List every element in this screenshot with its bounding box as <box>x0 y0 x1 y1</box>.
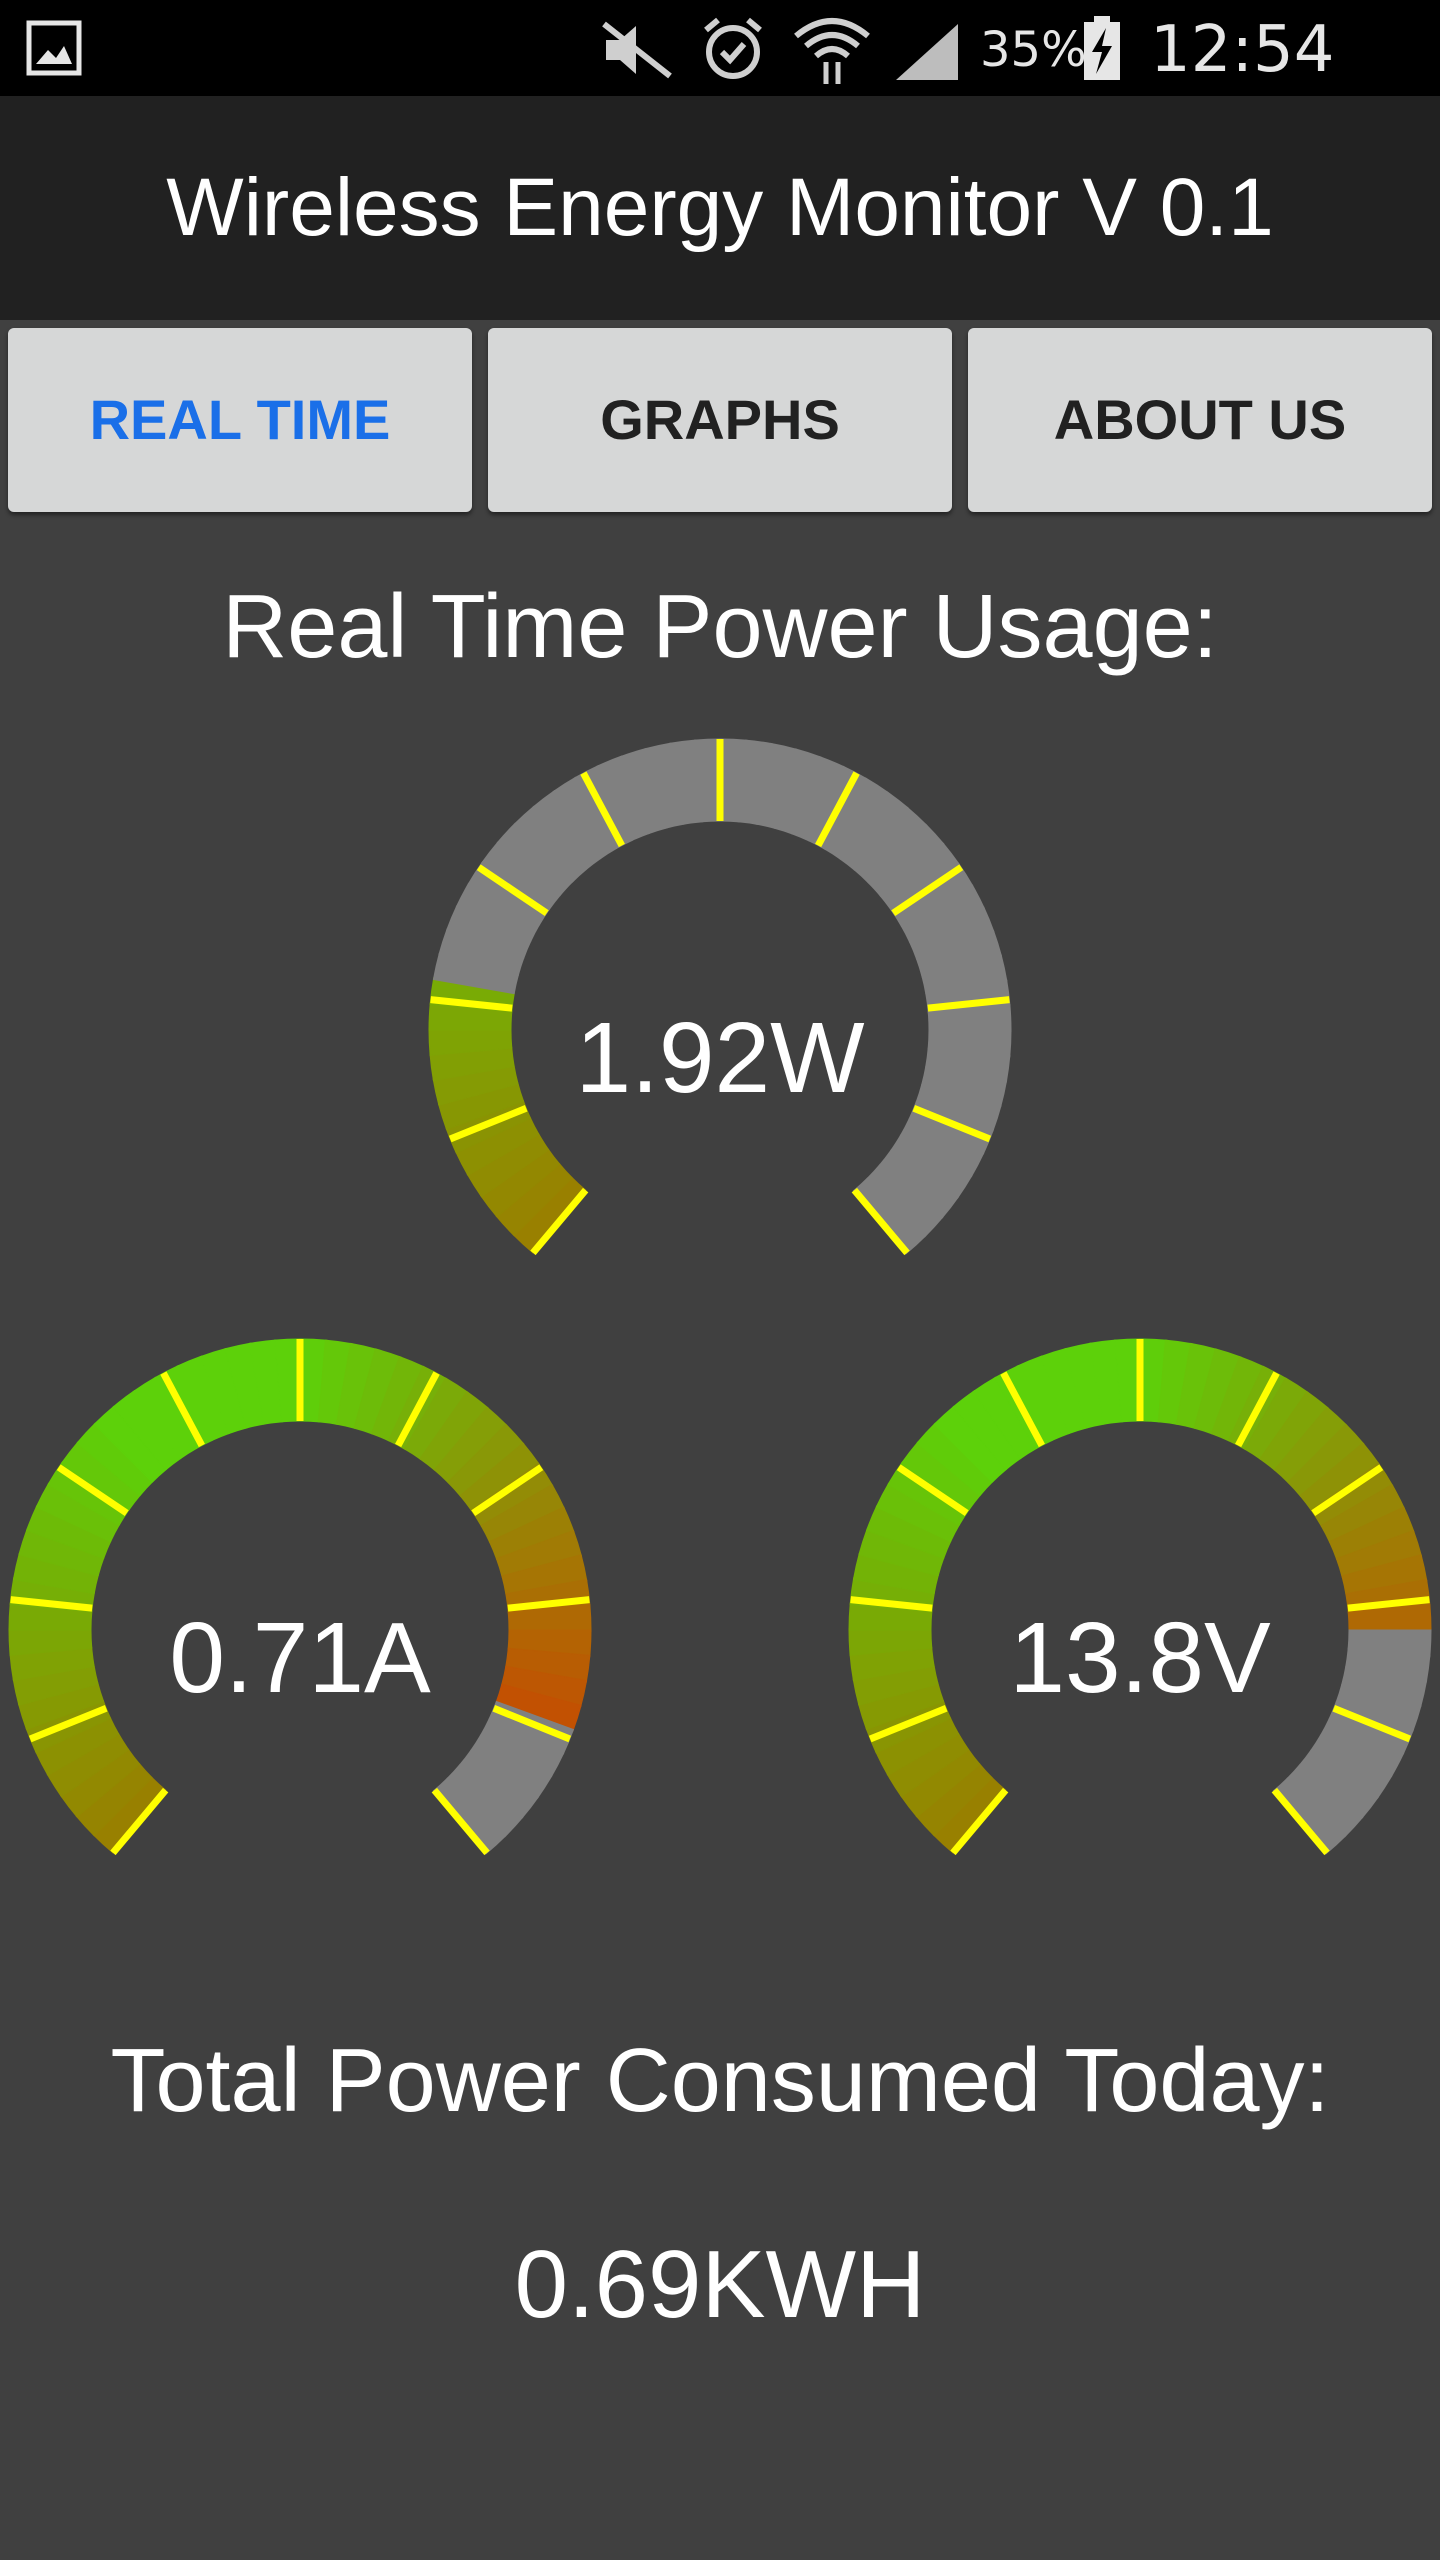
voltage-gauge: 13.8V <box>848 1338 1432 1856</box>
alarm-icon <box>700 16 766 87</box>
gauge-tick <box>431 1787 490 1856</box>
gauge-tick <box>430 996 513 1012</box>
battery-charging-icon <box>1082 16 1122 87</box>
gauge-tick <box>1000 1371 1045 1448</box>
app-bar: Wireless Energy Monitor V 0.1 <box>0 96 1440 320</box>
gauge-arc-segment <box>1272 1777 1347 1855</box>
tab-real-time[interactable]: REAL TIME <box>8 328 472 512</box>
app-title: Wireless Energy Monitor V 0.1 <box>166 162 1274 253</box>
gauge-tick <box>1311 1464 1384 1517</box>
gauge-tick <box>927 996 1010 1012</box>
gauge-tick <box>1347 1596 1430 1612</box>
gauge-tick <box>492 1705 572 1743</box>
current-gauge: 0.71A <box>8 1338 592 1856</box>
gauge-tick <box>896 1464 969 1517</box>
gauge-tick <box>912 1105 992 1143</box>
gauge-tick <box>476 864 549 917</box>
total-value: 0.69KWH <box>514 2231 926 2338</box>
gauge-value-voltage: 13.8V <box>1009 1602 1271 1714</box>
realtime-heading: Real Time Power Usage: <box>222 577 1218 677</box>
gauge-tick <box>530 1187 589 1256</box>
gauge-tick <box>160 1371 205 1448</box>
gauge-tick <box>580 771 625 848</box>
gauge-tick <box>56 1464 129 1517</box>
wifi-icon <box>792 14 872 91</box>
gauge-tick <box>950 1787 1009 1856</box>
power-gauge: 1.92W <box>428 738 1012 1256</box>
gauge-tick <box>471 1464 544 1517</box>
gauge-tick <box>815 771 860 848</box>
gauge-tick <box>110 1787 169 1856</box>
gauge-tick <box>448 1105 528 1143</box>
gauge-tick <box>1332 1705 1412 1743</box>
gauge-tick <box>1235 1371 1280 1448</box>
gauges-area: 1.92W 0.71A 13.8V <box>8 738 1432 1856</box>
gallery-icon <box>26 20 82 81</box>
gauge-tick <box>1271 1787 1330 1856</box>
gauge-value-current: 0.71A <box>169 1602 431 1714</box>
gauge-tick <box>10 1596 93 1612</box>
total-heading: Total Power Consumed Today: <box>110 2031 1330 2131</box>
gauge-tick <box>868 1705 948 1743</box>
gauge-tick <box>851 1187 910 1256</box>
tab-graphs[interactable]: GRAPHS <box>488 328 952 512</box>
mute-icon <box>600 18 674 87</box>
gauge-tick <box>28 1705 108 1743</box>
signal-icon <box>894 22 960 87</box>
gauge-value-power: 1.92W <box>575 1002 865 1114</box>
gauge-arc-segment <box>432 1777 507 1855</box>
tab-about-us[interactable]: ABOUT US <box>968 328 1432 512</box>
gauge-tick <box>891 864 964 917</box>
gauge-tick <box>507 1596 590 1612</box>
gauge-tick <box>395 1371 440 1448</box>
gauge-tick <box>850 1596 933 1612</box>
battery-percent: 35% <box>980 22 1087 78</box>
gauge-arc-segment <box>852 1177 927 1255</box>
status-bar: 35% 12:54 AM <box>0 0 1440 158</box>
